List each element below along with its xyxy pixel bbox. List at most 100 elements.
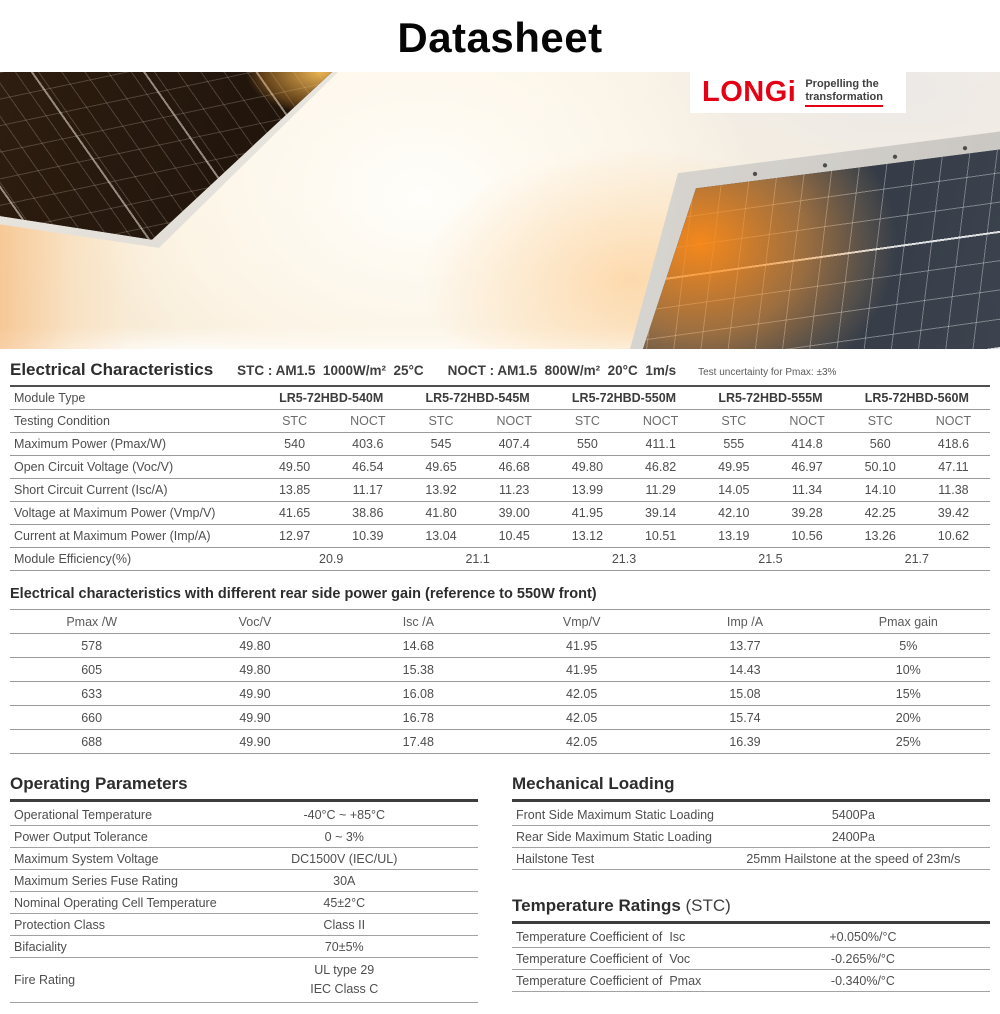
noct-condition: NOCT : AM1.5 800W/m² 20°C 1m/s [447, 363, 677, 378]
table-cell: 42.05 [566, 686, 598, 701]
table-cell: 14.43 [729, 662, 761, 677]
row-label: Maximum Series Fuse Rating [14, 873, 178, 888]
table-cell: NOCT [350, 414, 386, 428]
operating-parameters-section: Operating Parameters Operational Tempera… [10, 774, 478, 1003]
table-cell: 13.04 [425, 529, 457, 543]
table-cell: 46.54 [352, 460, 384, 474]
row-label: Temperature Coefficient of Pmax [516, 973, 702, 988]
table-cell: 50.10 [864, 460, 896, 474]
row-value: 25mm Hailstone at the speed of 23m/s [746, 851, 961, 866]
table-cell: 10.56 [791, 529, 823, 543]
table-row-efficiency: Module Efficiency(%) 20.9 21.1 21.3 21.5… [10, 548, 990, 571]
row-value: +0.050%/°C [829, 929, 897, 944]
table-cell: 11.17 [352, 483, 383, 497]
table-row-voc: Open Circuit Voltage (Voc/V) 49.50 46.54 … [10, 456, 990, 479]
table-cell: 5% [899, 638, 918, 653]
table-row: 578 49.80 14.68 41.95 13.77 5% [10, 634, 990, 658]
table-cell: 46.82 [644, 460, 677, 474]
table-cell: 49.95 [718, 460, 750, 474]
row-label: Protection Class [14, 917, 106, 932]
row-label: Nominal Operating Cell Temperature [14, 895, 217, 910]
table-cell: 15% [895, 686, 921, 701]
table-cell: NOCT [935, 414, 972, 428]
table-cell: 49.90 [239, 734, 271, 749]
table-cell: 407.4 [498, 437, 530, 451]
row-value: 0 ~ 3% [324, 829, 364, 844]
row-label: Fire Rating [14, 973, 76, 987]
table-cell: 403.6 [352, 437, 384, 451]
row-label: Short Circuit Current (Isc/A) [14, 483, 168, 497]
table-cell: 21.5 [758, 552, 783, 566]
module-name: LR5-72HBD-540M [279, 391, 384, 405]
table-cell: 15.74 [729, 710, 761, 725]
table-cell: 38.86 [352, 506, 384, 520]
table-cell: STC [721, 414, 747, 428]
module-name: LR5-72HBD-545M [425, 391, 530, 405]
table-row: Temperature Coefficient of Isc +0.050%/°C [512, 926, 990, 948]
rear-gain-table: Pmax /W Voc/V Isc /A Vmp/V Imp /A Pmax g… [10, 609, 990, 754]
row-label: Maximum System Voltage [14, 851, 159, 866]
table-cell: 16.39 [729, 734, 761, 749]
table-row: Protection Class Class II [10, 914, 478, 936]
column-header: Imp /A [726, 614, 764, 629]
table-row-fire-rating: Fire Rating UL type 29 IEC Class C [10, 958, 478, 1003]
row-label: Open Circuit Voltage (Voc/V) [14, 460, 174, 474]
table-row-module-type: Module Type LR5-72HBD-540M LR5-72HBD-545… [10, 387, 990, 410]
table-cell: 42.10 [718, 506, 750, 520]
table-cell: 13.19 [718, 529, 750, 543]
hero-image: LONGi Propelling the transformation [0, 72, 1000, 349]
table-cell: 16.08 [402, 686, 434, 701]
table-header-row: Pmax /W Voc/V Isc /A Vmp/V Imp /A Pmax g… [10, 610, 990, 634]
table-cell: 10.51 [644, 529, 677, 543]
table-row: 633 49.90 16.08 42.05 15.08 15% [10, 682, 990, 706]
table-cell: 20.9 [319, 552, 344, 566]
table-cell: NOCT [789, 414, 825, 428]
row-label: Module Type [14, 391, 86, 405]
stc-condition: STC : AM1.5 1000W/m² 25°C [237, 363, 424, 378]
row-value: -40°C ~ +85°C [303, 807, 386, 822]
electrical-section-title: Electrical Characteristics [10, 360, 214, 379]
row-value: 5400Pa [831, 807, 875, 822]
table-cell: 11.29 [645, 483, 676, 497]
uncertainty-note: Test uncertainty for Pmax: ±3% [698, 367, 837, 378]
table-cell: 42.25 [864, 506, 896, 520]
temperature-ratings-title: Temperature Ratings (STC) [512, 896, 990, 924]
table-cell: 411.1 [645, 437, 676, 451]
row-value: 30A [333, 873, 356, 888]
table-cell: 15.08 [729, 686, 761, 701]
table-cell: 545 [430, 437, 452, 451]
row-label: Maximum Power (Pmax/W) [14, 437, 167, 451]
table-cell: 540 [284, 437, 306, 451]
table-cell: 11.23 [499, 483, 530, 497]
table-cell: 14.68 [402, 638, 434, 653]
table-cell: 46.97 [791, 460, 823, 474]
table-cell: 39.42 [937, 506, 970, 520]
table-cell: 13.85 [278, 483, 311, 497]
table-row: Rear Side Maximum Static Loading 2400Pa [512, 826, 990, 848]
row-value: 2400Pa [831, 829, 875, 844]
table-row: Maximum Series Fuse Rating 30A [10, 870, 478, 892]
table-cell: STC [282, 414, 308, 428]
table-cell: 10% [895, 662, 921, 677]
longi-logo-text: LONGi [702, 76, 797, 108]
table-cell: 15.38 [402, 662, 434, 677]
table-cell: 41.95 [566, 662, 598, 677]
table-row-isc: Short Circuit Current (Isc/A) 13.85 11.17… [10, 479, 990, 502]
table-cell: 21.3 [611, 552, 637, 566]
table-cell: 13.26 [864, 529, 896, 543]
table-cell: 41.80 [425, 506, 457, 520]
table-row: Front Side Maximum Static Loading 5400Pa [512, 804, 990, 826]
row-value: 45±2°C [323, 895, 366, 910]
column-header: Vmp/V [562, 614, 601, 629]
table-row: Nominal Operating Cell Temperature 45±2°C [10, 892, 478, 914]
table-row: Temperature Coefficient of Pmax -0.340%/°… [512, 970, 990, 992]
table-cell: 418.6 [937, 437, 970, 451]
table-cell: 560 [869, 437, 891, 451]
table-cell: 550 [576, 437, 598, 451]
table-cell: 660 [81, 710, 103, 725]
table-cell: 46.68 [498, 460, 530, 474]
table-cell: 688 [81, 734, 103, 749]
row-label: Operational Temperature [14, 807, 153, 822]
table-row: 688 49.90 17.48 42.05 16.39 25% [10, 730, 990, 754]
table-row: Power Output Tolerance 0 ~ 3% [10, 826, 478, 848]
